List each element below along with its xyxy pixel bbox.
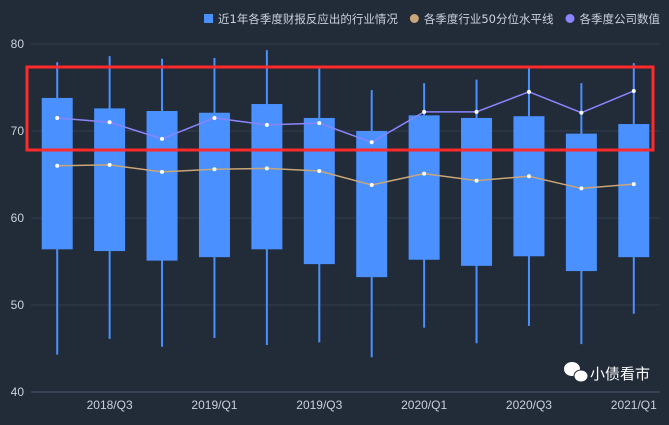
x-tick-label: 2020/Q1 [401, 398, 447, 412]
series-line [57, 164, 634, 190]
x-tick-label: 2018/Q3 [87, 398, 133, 412]
legend-swatch [565, 14, 575, 23]
data-point [579, 110, 584, 115]
x-tick-label: 2019/Q3 [296, 398, 342, 412]
data-point [55, 115, 60, 120]
data-point [631, 182, 636, 187]
box [198, 112, 230, 258]
box [41, 97, 73, 250]
data-point [526, 89, 531, 94]
data-point [369, 140, 374, 145]
legend-swatch [409, 14, 419, 23]
data-point [579, 186, 584, 191]
wechat-icon [573, 369, 589, 383]
box [356, 131, 388, 278]
legend-swatch [204, 14, 214, 23]
box [408, 115, 440, 260]
box [146, 110, 178, 261]
data-point [160, 136, 165, 141]
y-tick-label: 40 [11, 385, 25, 399]
y-tick-label: 60 [11, 211, 25, 225]
y-tick-label: 80 [11, 37, 25, 51]
box [513, 116, 545, 257]
y-tick-label: 70 [11, 124, 25, 138]
data-point [317, 121, 322, 126]
legend-label: 各季度公司数值 [580, 12, 661, 26]
watermark-text: 小债看市 [590, 365, 650, 383]
box [94, 108, 126, 252]
data-point [422, 109, 427, 114]
series-line [57, 90, 635, 144]
x-tick-label: 2019/Q1 [191, 398, 237, 412]
y-tick-label: 50 [11, 298, 25, 312]
data-point [526, 174, 531, 179]
data-point [264, 166, 269, 171]
legend-label: 近1年各季度财报反应出的行业情况 [218, 12, 398, 26]
x-tick-label: 2021/Q1 [611, 398, 657, 412]
data-point [264, 122, 269, 127]
box [303, 117, 335, 265]
legend-label: 各季度行业50分位水平线 [424, 12, 554, 26]
data-point [212, 167, 217, 172]
data-point [474, 178, 479, 183]
data-point [474, 109, 479, 114]
data-point [631, 88, 636, 93]
box [565, 133, 597, 272]
data-point [160, 169, 165, 174]
x-tick-label: 2020/Q3 [506, 398, 552, 412]
data-point [107, 162, 112, 167]
box [461, 117, 493, 266]
box [251, 104, 283, 250]
data-point [107, 120, 112, 125]
data-point [422, 171, 427, 176]
data-point [55, 163, 60, 168]
highlight-rectangle [25, 65, 655, 152]
data-point [212, 115, 217, 120]
data-point [369, 182, 374, 187]
data-point [317, 169, 322, 174]
box [618, 124, 650, 258]
